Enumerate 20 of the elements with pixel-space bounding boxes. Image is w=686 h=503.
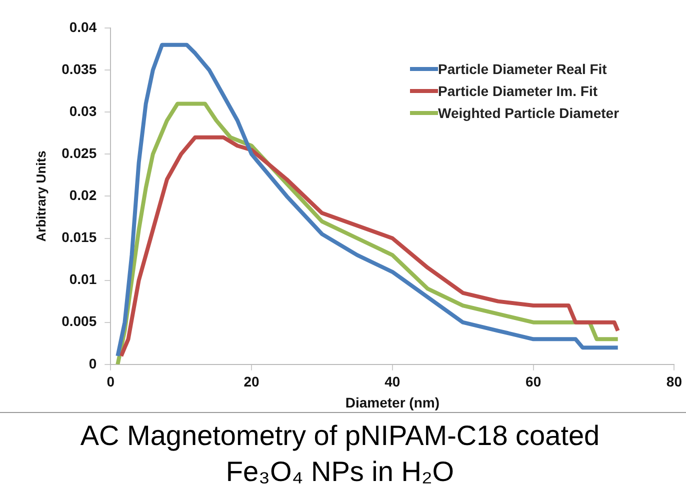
text: AC Magnetometry of pNIPAM-C18 coated Fe₃O₄ NPs in H₂O (79, 419, 601, 489)
y-tick-label: 0.03 (69, 102, 97, 119)
x-tick-label: 40 (384, 374, 400, 390)
x-axis-title: Diameter (nm) (345, 394, 440, 410)
legend-label: Particle Diameter Real Fit (438, 60, 607, 78)
y-tick-label: 0.025 (62, 145, 97, 162)
y-tick-label: 0.01 (69, 271, 97, 288)
y-axis-title: Arbitrary Units (33, 150, 48, 242)
y-tick-label: 0.035 (62, 60, 97, 77)
y-tick-label: 0 (88, 355, 97, 372)
x-tick-label: 0 (106, 374, 115, 390)
legend-label: Weighted Particle Diameter (438, 104, 620, 122)
x-tick-label: 80 (666, 374, 682, 390)
y-tick-label: 0.015 (62, 229, 97, 246)
y-tick-label: 0.005 (62, 313, 97, 330)
y-tick-label: 0.02 (69, 187, 97, 204)
x-tick-label: 60 (526, 374, 542, 390)
x-tick-label: 20 (244, 374, 260, 390)
legend-label: Particle Diameter Im. Fit (438, 82, 598, 100)
y-tick-label: 0.04 (69, 18, 97, 35)
